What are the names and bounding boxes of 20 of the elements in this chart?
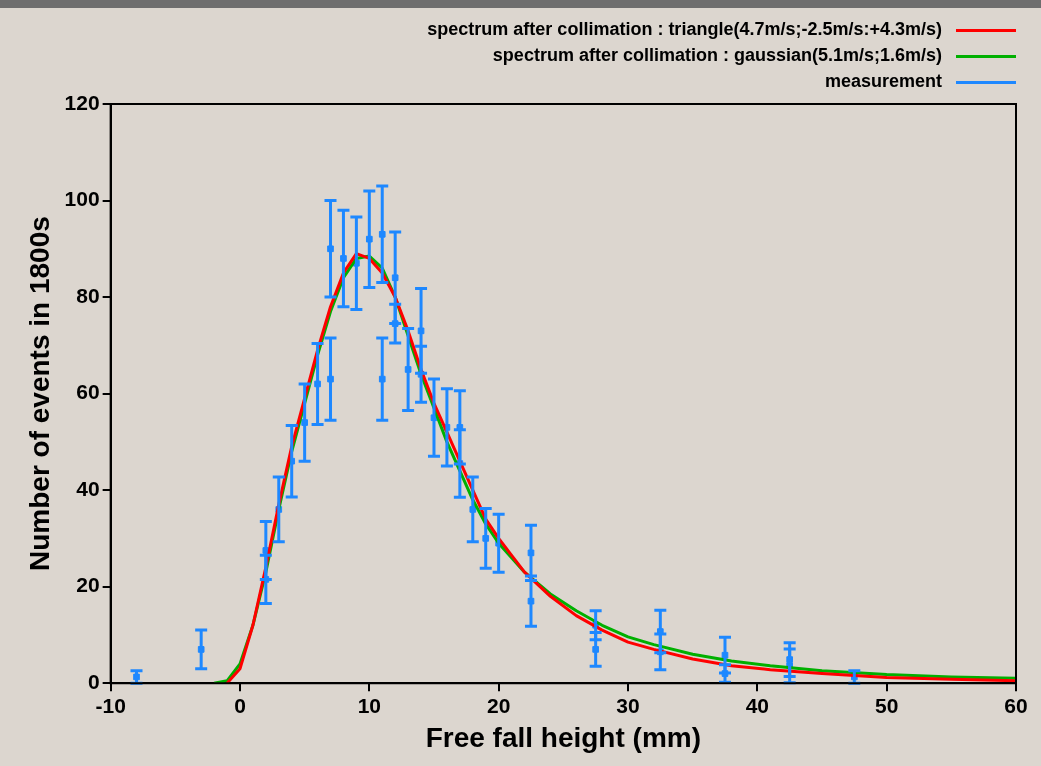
x-axis-title: Free fall height (mm) xyxy=(425,721,702,753)
x-tick-label: 20 xyxy=(486,693,511,717)
y-tick-label: 0 xyxy=(87,670,100,693)
x-tick-label: 10 xyxy=(357,693,381,717)
legend-label: measurement xyxy=(824,71,942,91)
y-tick-label: 120 xyxy=(64,90,100,114)
legend-label: spectrum after collimation : triangle(4.7m/s;-2.5m/s:+4.3m/s) xyxy=(427,19,942,39)
y-tick-label: 100 xyxy=(64,187,100,211)
y-axis-title: Number of events in 1800s xyxy=(23,216,55,572)
legend-label: spectrum after collimation : gaussian(5.1m/s;1.6m/s) xyxy=(492,45,942,65)
x-tick-label: 60 xyxy=(1004,693,1028,717)
y-tick-label: 40 xyxy=(76,476,100,500)
x-tick-label: 30 xyxy=(616,693,640,717)
x-tick-label: -10 xyxy=(95,693,126,717)
x-tick-label: 40 xyxy=(745,693,769,717)
x-tick-label: 50 xyxy=(874,693,899,717)
y-tick-label: 20 xyxy=(76,573,100,597)
y-tick-label: 60 xyxy=(76,380,100,404)
y-tick-label: 80 xyxy=(76,283,100,307)
x-tick-label: 0 xyxy=(234,693,246,717)
